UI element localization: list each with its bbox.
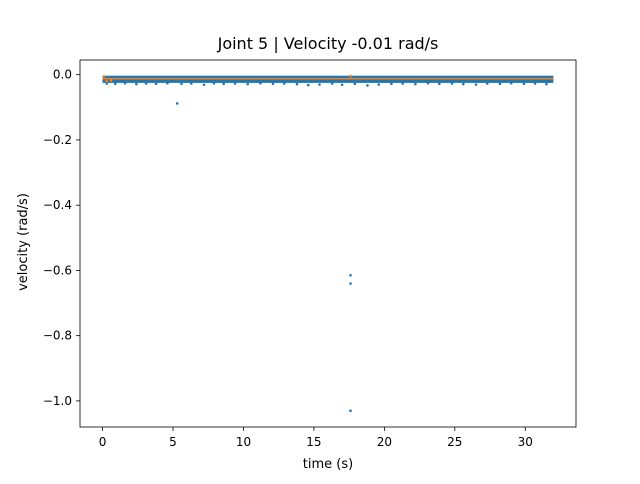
data-point xyxy=(401,82,405,85)
y-axis-label: velocity (rad/s) xyxy=(16,193,31,291)
outlier-point xyxy=(349,282,352,285)
data-point xyxy=(426,81,430,85)
data-point xyxy=(414,82,417,86)
x-tick-label: 30 xyxy=(518,435,533,449)
plot-marks xyxy=(102,74,554,413)
data-point xyxy=(377,83,381,86)
x-axis-label: time (s) xyxy=(303,457,353,472)
y-tick-label: −0.8 xyxy=(43,329,72,343)
data-point xyxy=(349,74,352,78)
y-tick-label: −0.6 xyxy=(43,263,72,277)
data-point xyxy=(340,83,344,87)
data-point xyxy=(180,82,183,86)
data-point xyxy=(202,83,206,87)
data-point xyxy=(485,82,489,85)
axes: 0 5 10 15 20 25 30 0.0 −0.2 −0.4 −0.6 −0.8 −1.0 xyxy=(43,59,577,449)
data-point xyxy=(135,82,138,86)
data-point xyxy=(295,82,299,86)
data-point xyxy=(190,82,193,85)
data-point xyxy=(109,79,113,82)
data-point xyxy=(105,79,109,83)
plot-frame xyxy=(79,59,577,428)
data-point xyxy=(113,82,117,86)
data-point xyxy=(283,82,286,85)
data-point xyxy=(462,82,465,86)
data-point xyxy=(318,83,321,86)
series-1-dense-band xyxy=(102,77,554,80)
data-point xyxy=(144,82,148,85)
x-tick-label: 15 xyxy=(306,435,321,449)
data-point xyxy=(212,81,216,85)
x-tick-label: 25 xyxy=(447,435,462,449)
x-tick-label: 5 xyxy=(169,435,177,449)
y-tick-label: −1.0 xyxy=(43,394,72,408)
data-point xyxy=(307,83,310,87)
data-point xyxy=(353,82,357,86)
data-point xyxy=(105,82,109,85)
y-tick-label: −0.2 xyxy=(43,133,72,147)
data-point xyxy=(533,82,537,85)
outlier-point xyxy=(349,274,352,277)
series-1 xyxy=(102,74,554,83)
data-point xyxy=(154,82,158,86)
data-point xyxy=(545,82,548,86)
data-point xyxy=(390,82,393,86)
data-point xyxy=(474,83,478,86)
data-point xyxy=(330,82,334,85)
data-point xyxy=(509,81,513,85)
y-tick-label: 0.0 xyxy=(53,68,72,82)
data-point xyxy=(271,82,275,86)
data-point xyxy=(450,82,454,85)
data-point xyxy=(438,82,441,86)
data-point xyxy=(259,81,262,85)
data-point xyxy=(233,82,237,85)
outlier-point xyxy=(175,102,179,105)
x-tick-label: 10 xyxy=(236,435,251,449)
data-point xyxy=(166,81,169,85)
data-point xyxy=(246,82,249,86)
data-point xyxy=(123,81,127,85)
chart-title: Joint 5 | Velocity -0.01 rad/s xyxy=(217,34,439,53)
data-point xyxy=(102,75,106,78)
outlier-point xyxy=(349,409,352,413)
data-point xyxy=(498,82,502,86)
x-tick-label: 0 xyxy=(99,435,107,449)
data-point xyxy=(522,82,526,86)
y-tick-label: −0.4 xyxy=(43,198,72,212)
data-point xyxy=(366,84,369,87)
x-tick-label: 20 xyxy=(377,435,392,449)
data-point xyxy=(222,82,225,86)
